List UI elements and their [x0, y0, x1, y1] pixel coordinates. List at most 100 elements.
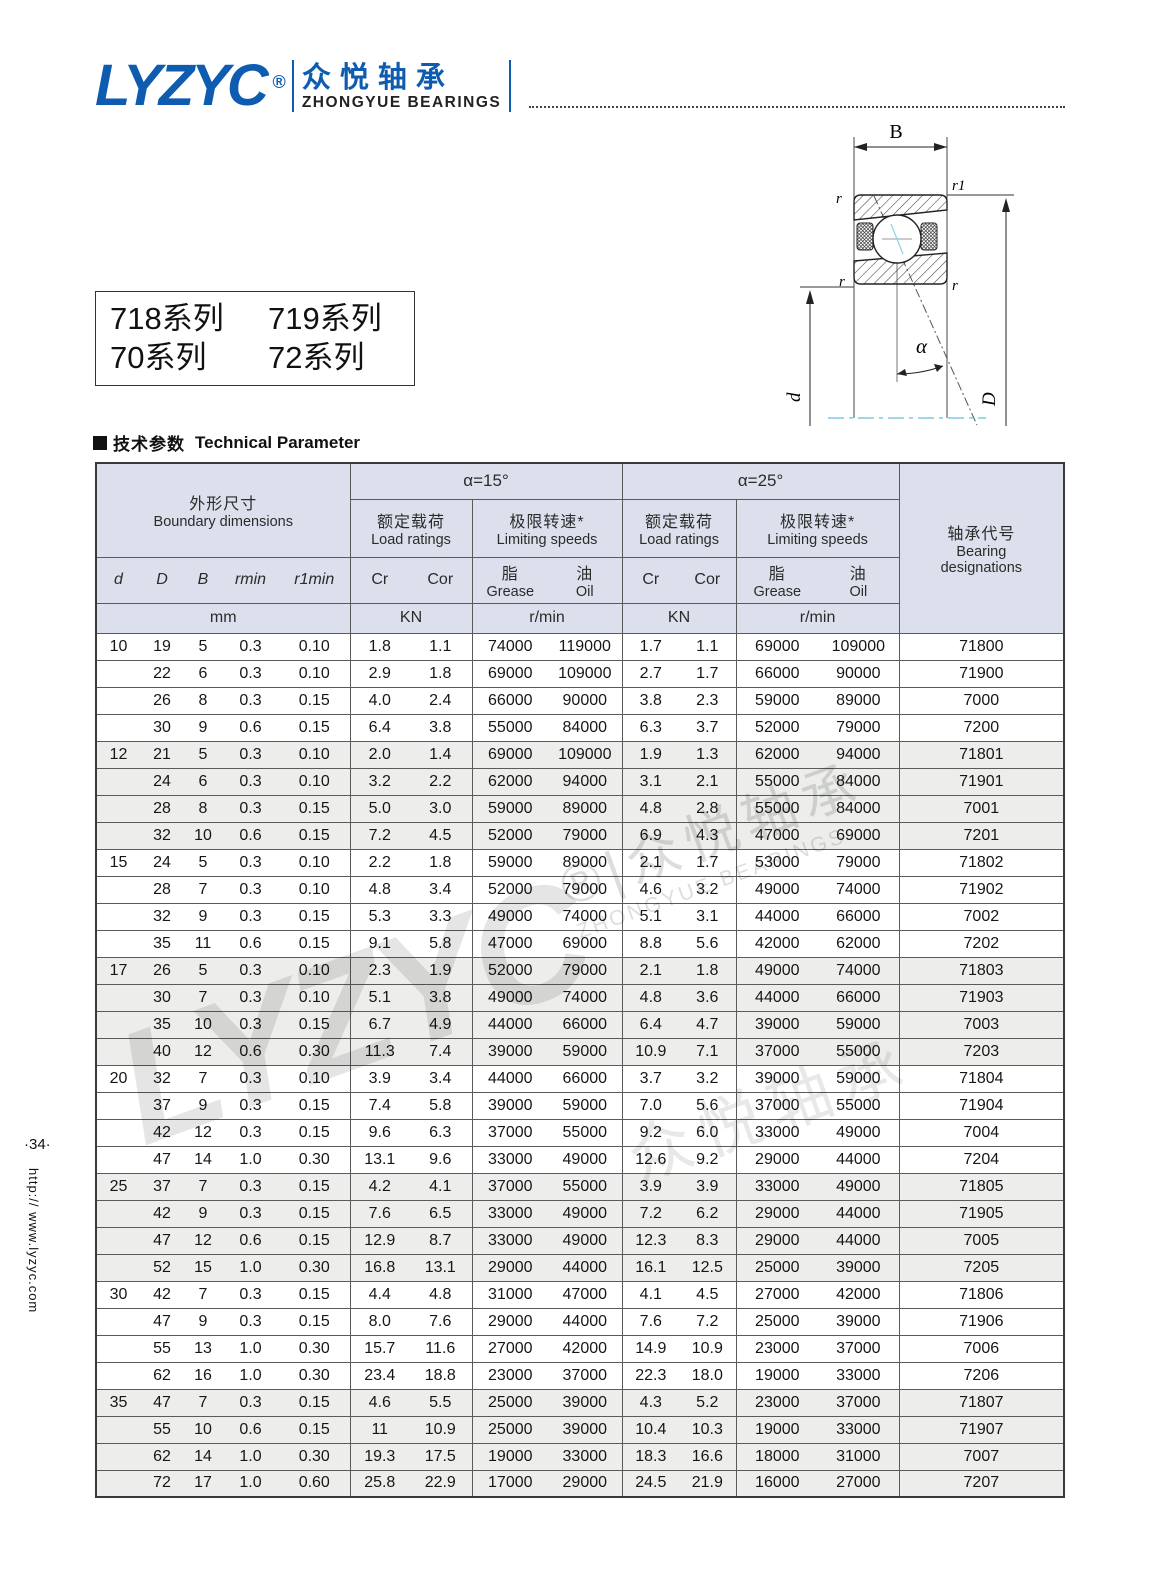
header-boundary-en: Boundary dimensions [153, 514, 293, 531]
table-cell: 30 [96, 1280, 140, 1308]
table-cell: 7.4 [409, 1037, 473, 1065]
table-cell: 17 [184, 1469, 222, 1497]
table-cell: 66000 [818, 902, 900, 930]
table-cell: 69000 [818, 821, 900, 849]
header-speed-en-15: Limiting speeds [496, 532, 598, 548]
table-cell [96, 1010, 140, 1038]
page-number: ·34· [24, 1136, 51, 1153]
grease-cn-25: 脂 [768, 566, 786, 583]
table-cell: 3.9 [622, 1172, 680, 1200]
table-cell: 3.7 [622, 1064, 680, 1092]
table-row: 24 6 0.3 0.10 3.2 2.2 62000 94000 3.1 2.1 55000 840… [96, 767, 1065, 795]
table-cell: 7207 [899, 1469, 1065, 1497]
table-row: 37 9 0.3 0.15 7.4 5.8 39000 59000 7.0 5.6 37000 550… [96, 1091, 1065, 1119]
table-cell: 25 [96, 1172, 140, 1200]
registered-mark-icon: ® [272, 72, 286, 92]
table-cell: 30 [140, 983, 184, 1011]
table-cell: 18.3 [622, 1442, 680, 1470]
table-cell: 2.2 [350, 848, 410, 876]
dim-arrow-right [934, 143, 947, 151]
table-cell: 37000 [818, 1334, 900, 1362]
table-cell: 7004 [899, 1118, 1065, 1146]
table-cell: 12.5 [679, 1253, 737, 1281]
table-cell: 17000 [472, 1469, 549, 1497]
table-cell: 6.3 [409, 1118, 473, 1146]
table-cell: 0.3 [222, 1280, 279, 1308]
table-cell: 7.2 [622, 1199, 680, 1227]
table-cell: 0.30 [279, 1145, 351, 1173]
table-cell: 7206 [899, 1361, 1065, 1389]
table-cell: 18.0 [679, 1361, 737, 1389]
table-cell: 31000 [472, 1280, 549, 1308]
table-row: 30 9 0.6 0.15 6.4 3.8 55000 84000 6.3 3.7 52000 790… [96, 713, 1065, 741]
table-cell [96, 1118, 140, 1146]
table-cell: 33000 [736, 1172, 819, 1200]
table-cell: 1.8 [679, 956, 737, 984]
table-body: 10 19 5 0.3 0.10 1.8 1.1 74000 119000 1.7 1.1 69000… [96, 632, 1065, 1497]
table-cell: 25000 [472, 1415, 549, 1443]
table-cell: 22 [140, 659, 184, 687]
table-cell: 44000 [548, 1307, 623, 1335]
unit-rmin-15: r/min [472, 602, 623, 633]
table-cell: 3.1 [622, 767, 680, 795]
unit-rmin-25: r/min [736, 602, 900, 633]
unit-mm: mm [96, 602, 351, 633]
table-cell: 10.3 [679, 1415, 737, 1443]
table-cell: 3.0 [409, 794, 473, 822]
table-cell [96, 659, 140, 687]
table-row: 35 47 7 0.3 0.15 4.6 5.5 25000 39000 4.3 5.2 23000 3… [96, 1388, 1065, 1416]
table-cell: 16.1 [622, 1253, 680, 1281]
table-cell: 0.3 [222, 1388, 279, 1416]
table-cell: 49000 [472, 983, 549, 1011]
table-row: 72 17 1.0 0.60 25.8 22.9 17000 29000 24.5 21.9 160… [96, 1469, 1065, 1497]
table-cell: 25000 [472, 1388, 549, 1416]
col-header-cr-25: Cr [622, 556, 680, 603]
table-cell: 40 [140, 1037, 184, 1065]
table-cell: 55000 [472, 713, 549, 741]
table-cell: 0.15 [279, 686, 351, 714]
table-cell: 44000 [818, 1226, 900, 1254]
table-cell: 55 [140, 1415, 184, 1443]
table-cell: 29000 [472, 1253, 549, 1281]
table-row: 52 15 1.0 0.30 16.8 13.1 29000 44000 16.1 12.5 250… [96, 1253, 1065, 1281]
table-cell: 14 [184, 1442, 222, 1470]
table-cell: 47 [140, 1307, 184, 1335]
table-cell: 66000 [548, 1010, 623, 1038]
table-cell: 3.6 [679, 983, 737, 1011]
table-cell: 47 [140, 1388, 184, 1416]
table-cell [96, 1442, 140, 1470]
table-cell: 62000 [818, 929, 900, 957]
grease-cn-15: 脂 [501, 566, 519, 583]
table-cell: 0.30 [279, 1361, 351, 1389]
table-cell: 49000 [548, 1226, 623, 1254]
table-cell: 55000 [736, 767, 819, 795]
table-cell: 3.8 [409, 713, 473, 741]
table-cell: 16000 [736, 1469, 819, 1497]
table-cell: 5 [184, 740, 222, 768]
table-cell: 0.6 [222, 821, 279, 849]
section-title-cn: 技术参数 [113, 435, 185, 454]
table-cell: 0.10 [279, 983, 351, 1011]
table-cell: 0.3 [222, 794, 279, 822]
table-cell: 7 [184, 1388, 222, 1416]
label-alpha: α [916, 334, 928, 358]
table-cell: 3.2 [350, 767, 410, 795]
table-row: 47 12 0.6 0.15 12.9 8.7 33000 49000 12.3 8.3 29000… [96, 1226, 1065, 1254]
table-cell: 25000 [736, 1307, 819, 1335]
brand-logo: LYZYC ® [95, 57, 286, 115]
table-cell: 9.2 [679, 1145, 737, 1173]
table-cell: 6 [184, 767, 222, 795]
table-cell: 33000 [472, 1199, 549, 1227]
table-cell: 17 [96, 956, 140, 984]
table-cell [96, 1199, 140, 1227]
header-load-en-15: Load ratings [371, 532, 451, 548]
table-cell: 7005 [899, 1226, 1065, 1254]
table-cell: 7006 [899, 1334, 1065, 1362]
table-cell: 4.4 [350, 1280, 410, 1308]
table-cell: 10.9 [622, 1037, 680, 1065]
table-cell [96, 1037, 140, 1065]
table-cell: 59000 [548, 1037, 623, 1065]
table-cell: 35 [96, 1388, 140, 1416]
col-header-grease-15: 脂 Grease [472, 556, 549, 603]
table-cell: 22.9 [409, 1469, 473, 1497]
